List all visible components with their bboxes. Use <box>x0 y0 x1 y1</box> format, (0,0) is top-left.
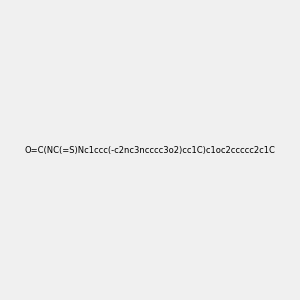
Text: O=C(NC(=S)Nc1ccc(-c2nc3ncccc3o2)cc1C)c1oc2ccccc2c1C: O=C(NC(=S)Nc1ccc(-c2nc3ncccc3o2)cc1C)c1o… <box>25 146 275 154</box>
